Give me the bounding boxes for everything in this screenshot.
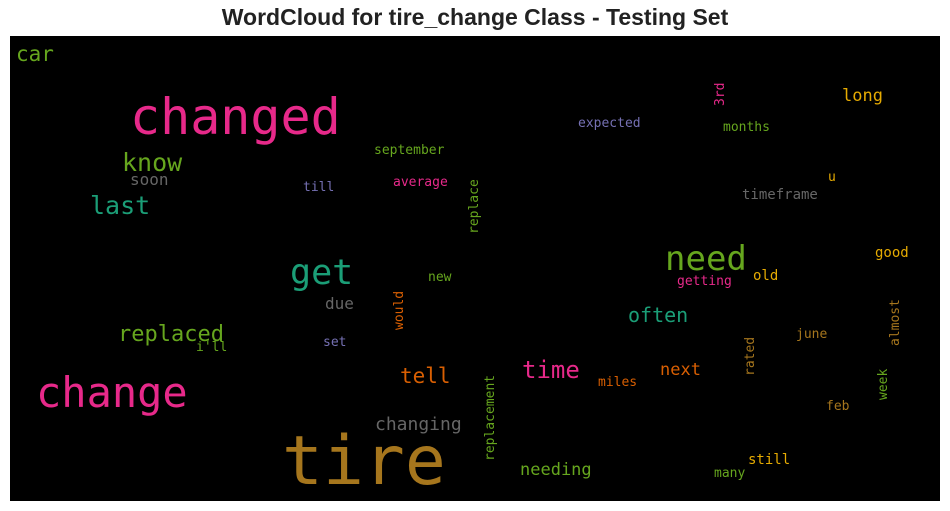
word-car: car [16, 42, 54, 66]
word-till: till [303, 180, 335, 195]
word-good: good [875, 245, 909, 261]
word-due: due [325, 294, 354, 313]
word-3rd: expected [578, 116, 641, 131]
word-get: get [290, 253, 354, 293]
word-june: june [796, 327, 828, 342]
word-long: long [842, 86, 883, 106]
word-tell: tell [400, 364, 451, 388]
word-changed: changed [130, 88, 341, 146]
word-rated: rated [743, 336, 758, 376]
word-last: last [90, 191, 151, 220]
word-next: next [660, 360, 701, 380]
word-change: change [36, 368, 188, 417]
word-set: set [323, 335, 347, 350]
word-replaced: replaced [118, 322, 224, 347]
word-u: u [828, 170, 836, 185]
word-would: would [392, 290, 407, 330]
word-getting: getting [677, 274, 732, 289]
word-soon: soon [130, 170, 169, 189]
word-many: many [714, 466, 746, 481]
word-average: average [393, 175, 448, 190]
word-often: often [628, 303, 689, 327]
word-old: old [753, 268, 779, 284]
word-changing: changing [375, 414, 462, 435]
chart-title: WordCloud for tire_change Class - Testin… [221, 4, 729, 30]
word-know: know [122, 148, 183, 177]
word-still: still [748, 452, 791, 468]
wordcloud-canvas: tire changed change get need know last r… [10, 36, 940, 501]
word-time: time [522, 356, 580, 384]
word-needing: needing [520, 460, 592, 480]
word-tire: tire [282, 422, 446, 501]
word-expected: 3rd [713, 82, 728, 106]
word-months: months [723, 120, 770, 135]
word-replacement: replacement [483, 374, 498, 461]
word-i-ll: i'll [196, 340, 228, 355]
word-timeframe: timeframe [742, 187, 818, 203]
word-replace: replace [467, 179, 482, 234]
word-week: week [876, 368, 891, 400]
word-september: september [374, 143, 445, 158]
word-miles: miles [598, 375, 638, 390]
word-feb: feb [826, 399, 850, 414]
word-need: need [665, 239, 747, 279]
word-almost: almost [888, 299, 903, 346]
word-new: new [428, 270, 452, 285]
